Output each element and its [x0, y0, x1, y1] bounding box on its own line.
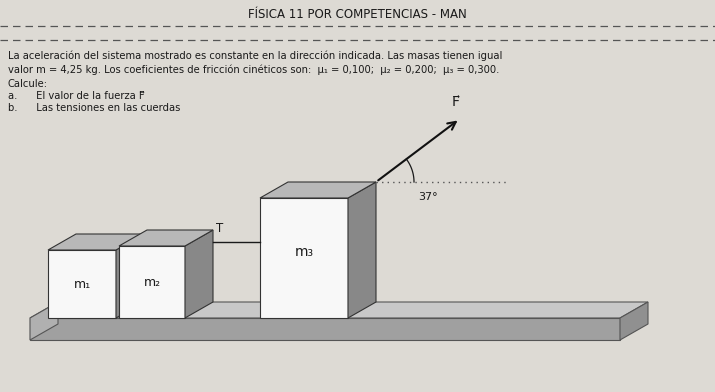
Polygon shape	[185, 230, 213, 318]
Text: F⃗: F⃗	[452, 95, 460, 109]
Polygon shape	[260, 182, 376, 198]
Polygon shape	[30, 302, 648, 318]
Polygon shape	[116, 234, 144, 318]
Polygon shape	[30, 302, 58, 340]
Text: m₃: m₃	[295, 245, 314, 259]
Text: a.      El valor de la fuerza F⃗: a. El valor de la fuerza F⃗	[8, 91, 144, 101]
Polygon shape	[260, 198, 348, 318]
Polygon shape	[620, 302, 648, 340]
Polygon shape	[48, 250, 116, 318]
Text: valor m = 4,25 kg. Los coeficientes de fricción cinéticos son:  μ₁ = 0,100;  μ₂ : valor m = 4,25 kg. Los coeficientes de f…	[8, 65, 499, 75]
Polygon shape	[30, 318, 620, 340]
Text: 37°: 37°	[418, 192, 438, 202]
Text: Calcule:: Calcule:	[8, 79, 48, 89]
Text: b.      Las tensiones en las cuerdas: b. Las tensiones en las cuerdas	[8, 103, 180, 113]
Polygon shape	[348, 182, 376, 318]
Text: m₂: m₂	[144, 276, 161, 289]
Text: La aceleración del sistema mostrado es constante en la dirección indicada. Las m: La aceleración del sistema mostrado es c…	[8, 51, 503, 61]
Text: FÍSICA 11 POR COMPETENCIAS - MAN: FÍSICA 11 POR COMPETENCIAS - MAN	[247, 7, 466, 20]
Text: T: T	[217, 221, 224, 234]
Polygon shape	[119, 230, 213, 246]
Text: m₁: m₁	[74, 278, 91, 290]
Polygon shape	[48, 234, 144, 250]
Polygon shape	[119, 246, 185, 318]
